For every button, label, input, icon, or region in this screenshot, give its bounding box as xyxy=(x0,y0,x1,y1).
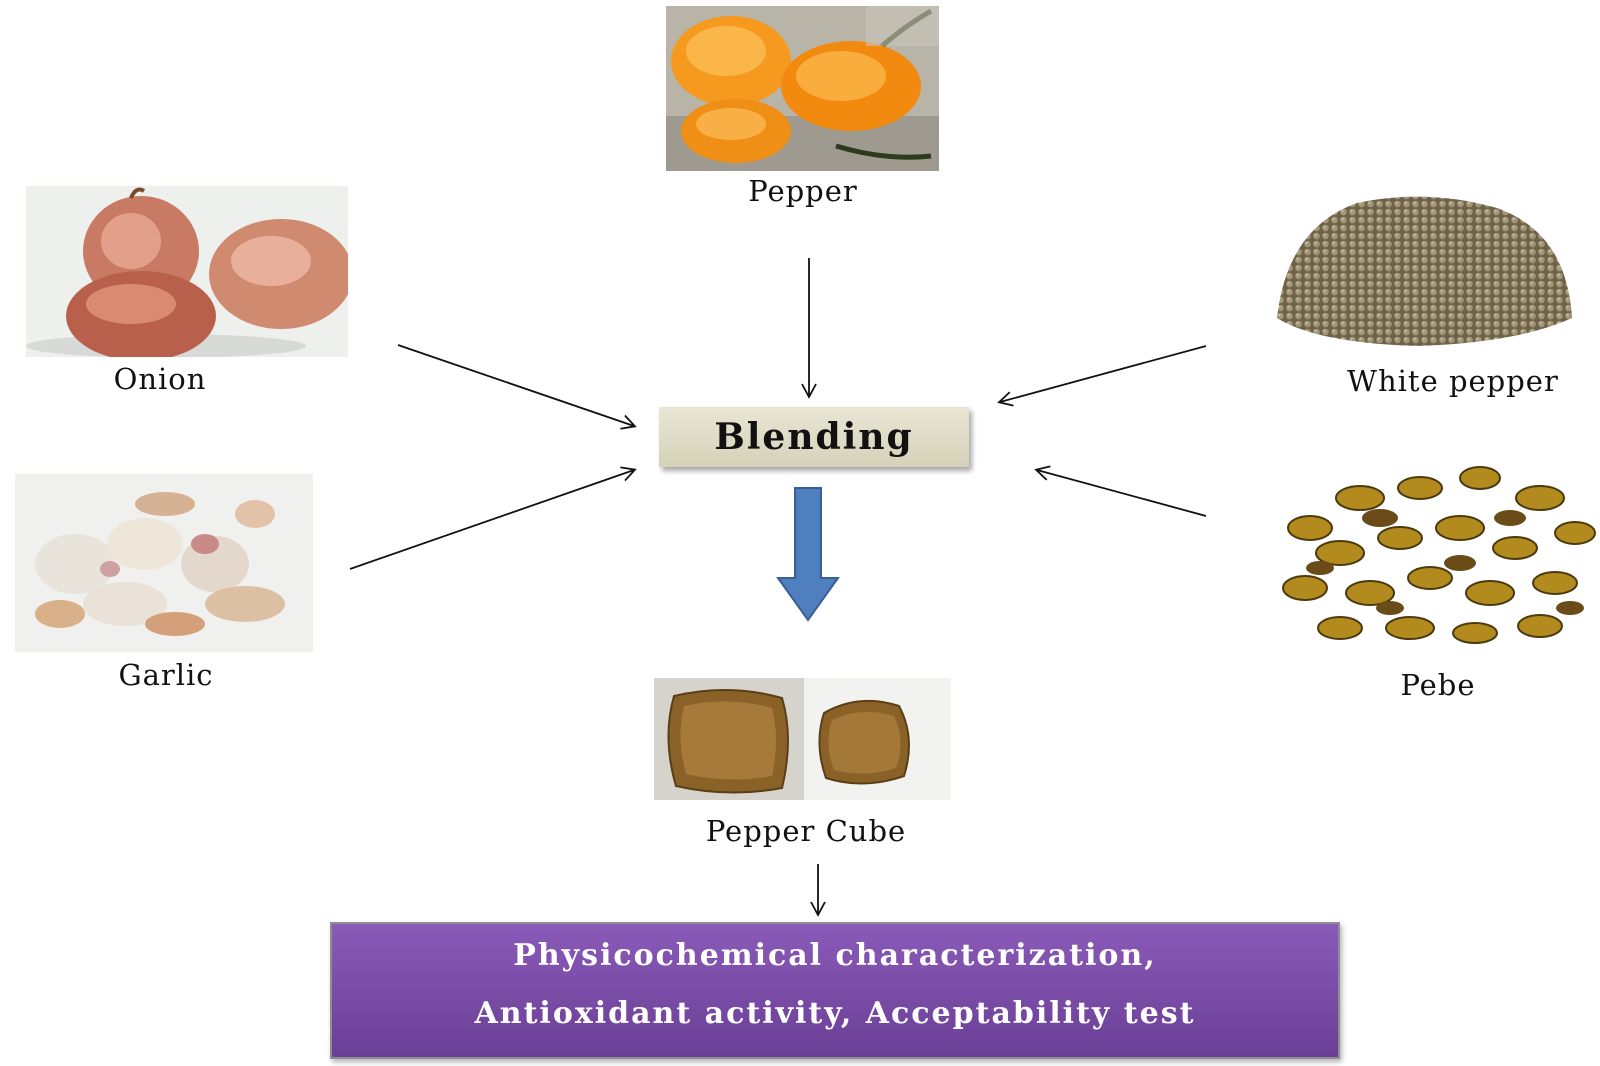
onion-label: Onion xyxy=(113,362,207,396)
garlic-label: Garlic xyxy=(118,658,214,692)
arrow-garlic-to-blending xyxy=(349,466,637,570)
pebe-label: Pebe xyxy=(1400,668,1476,702)
garlic-photo xyxy=(15,474,313,652)
arrow-pebe-to-blending xyxy=(1034,465,1207,517)
arrow-onion-to-blending xyxy=(397,344,637,430)
blending-down-arrow xyxy=(776,487,840,622)
onion-photo xyxy=(26,186,348,357)
arrow-white-pepper-to-blending xyxy=(997,345,1207,407)
result-line-2: Antioxidant activity, Acceptability test xyxy=(474,996,1196,1031)
blending-box: Blending xyxy=(659,407,969,467)
pepper-cube-label: Pepper Cube xyxy=(705,814,907,848)
white-pepper-label: White pepper xyxy=(1347,364,1559,398)
blending-label: Blending xyxy=(714,416,914,458)
pepper-cube-photo xyxy=(654,678,951,800)
result-line-1: Physicochemical characterization, xyxy=(513,938,1157,973)
white-pepper-photo xyxy=(1267,168,1579,358)
analysis-result-box: Physicochemical characterization, Antiox… xyxy=(330,922,1340,1059)
pebe-photo xyxy=(1270,458,1600,650)
pepper-photo xyxy=(666,6,939,171)
pepper-label: Pepper xyxy=(748,174,858,208)
